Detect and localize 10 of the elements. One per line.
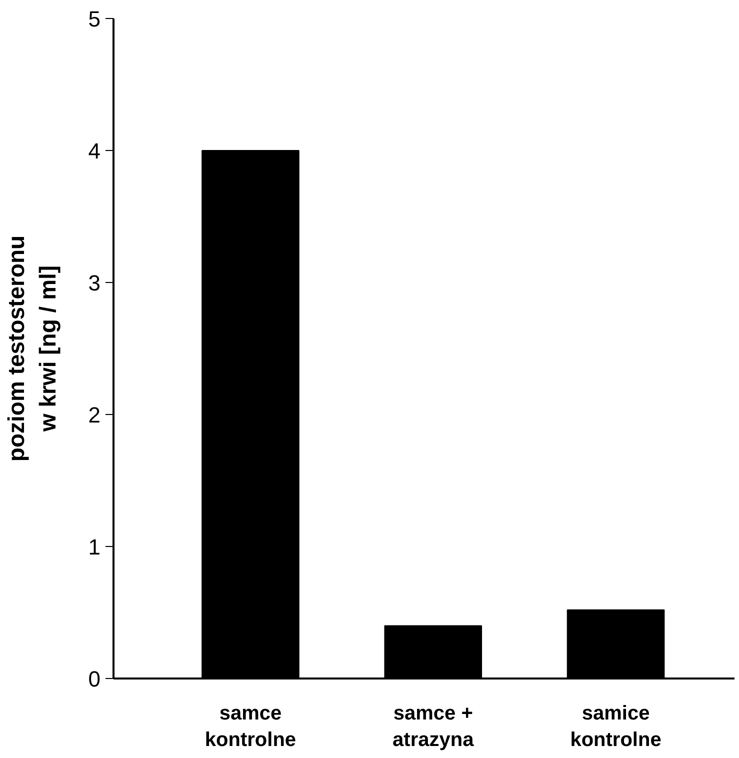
y-tick-label: 2: [88, 402, 101, 428]
y-tick-label: 5: [88, 6, 101, 32]
y-tick-label: 1: [88, 534, 101, 560]
y-tick-label: 3: [88, 270, 101, 296]
x-tick-label: samce kontrolne: [204, 702, 296, 751]
x-tick-label: samce + atrazyna: [392, 702, 475, 751]
y-tick-label: 4: [88, 138, 101, 164]
x-tick-label: samice kontrolne: [570, 702, 662, 751]
y-tick-label: 0: [88, 666, 101, 692]
y-axis-title: poziom testosteronu w krwi [ng / ml]: [3, 235, 60, 462]
